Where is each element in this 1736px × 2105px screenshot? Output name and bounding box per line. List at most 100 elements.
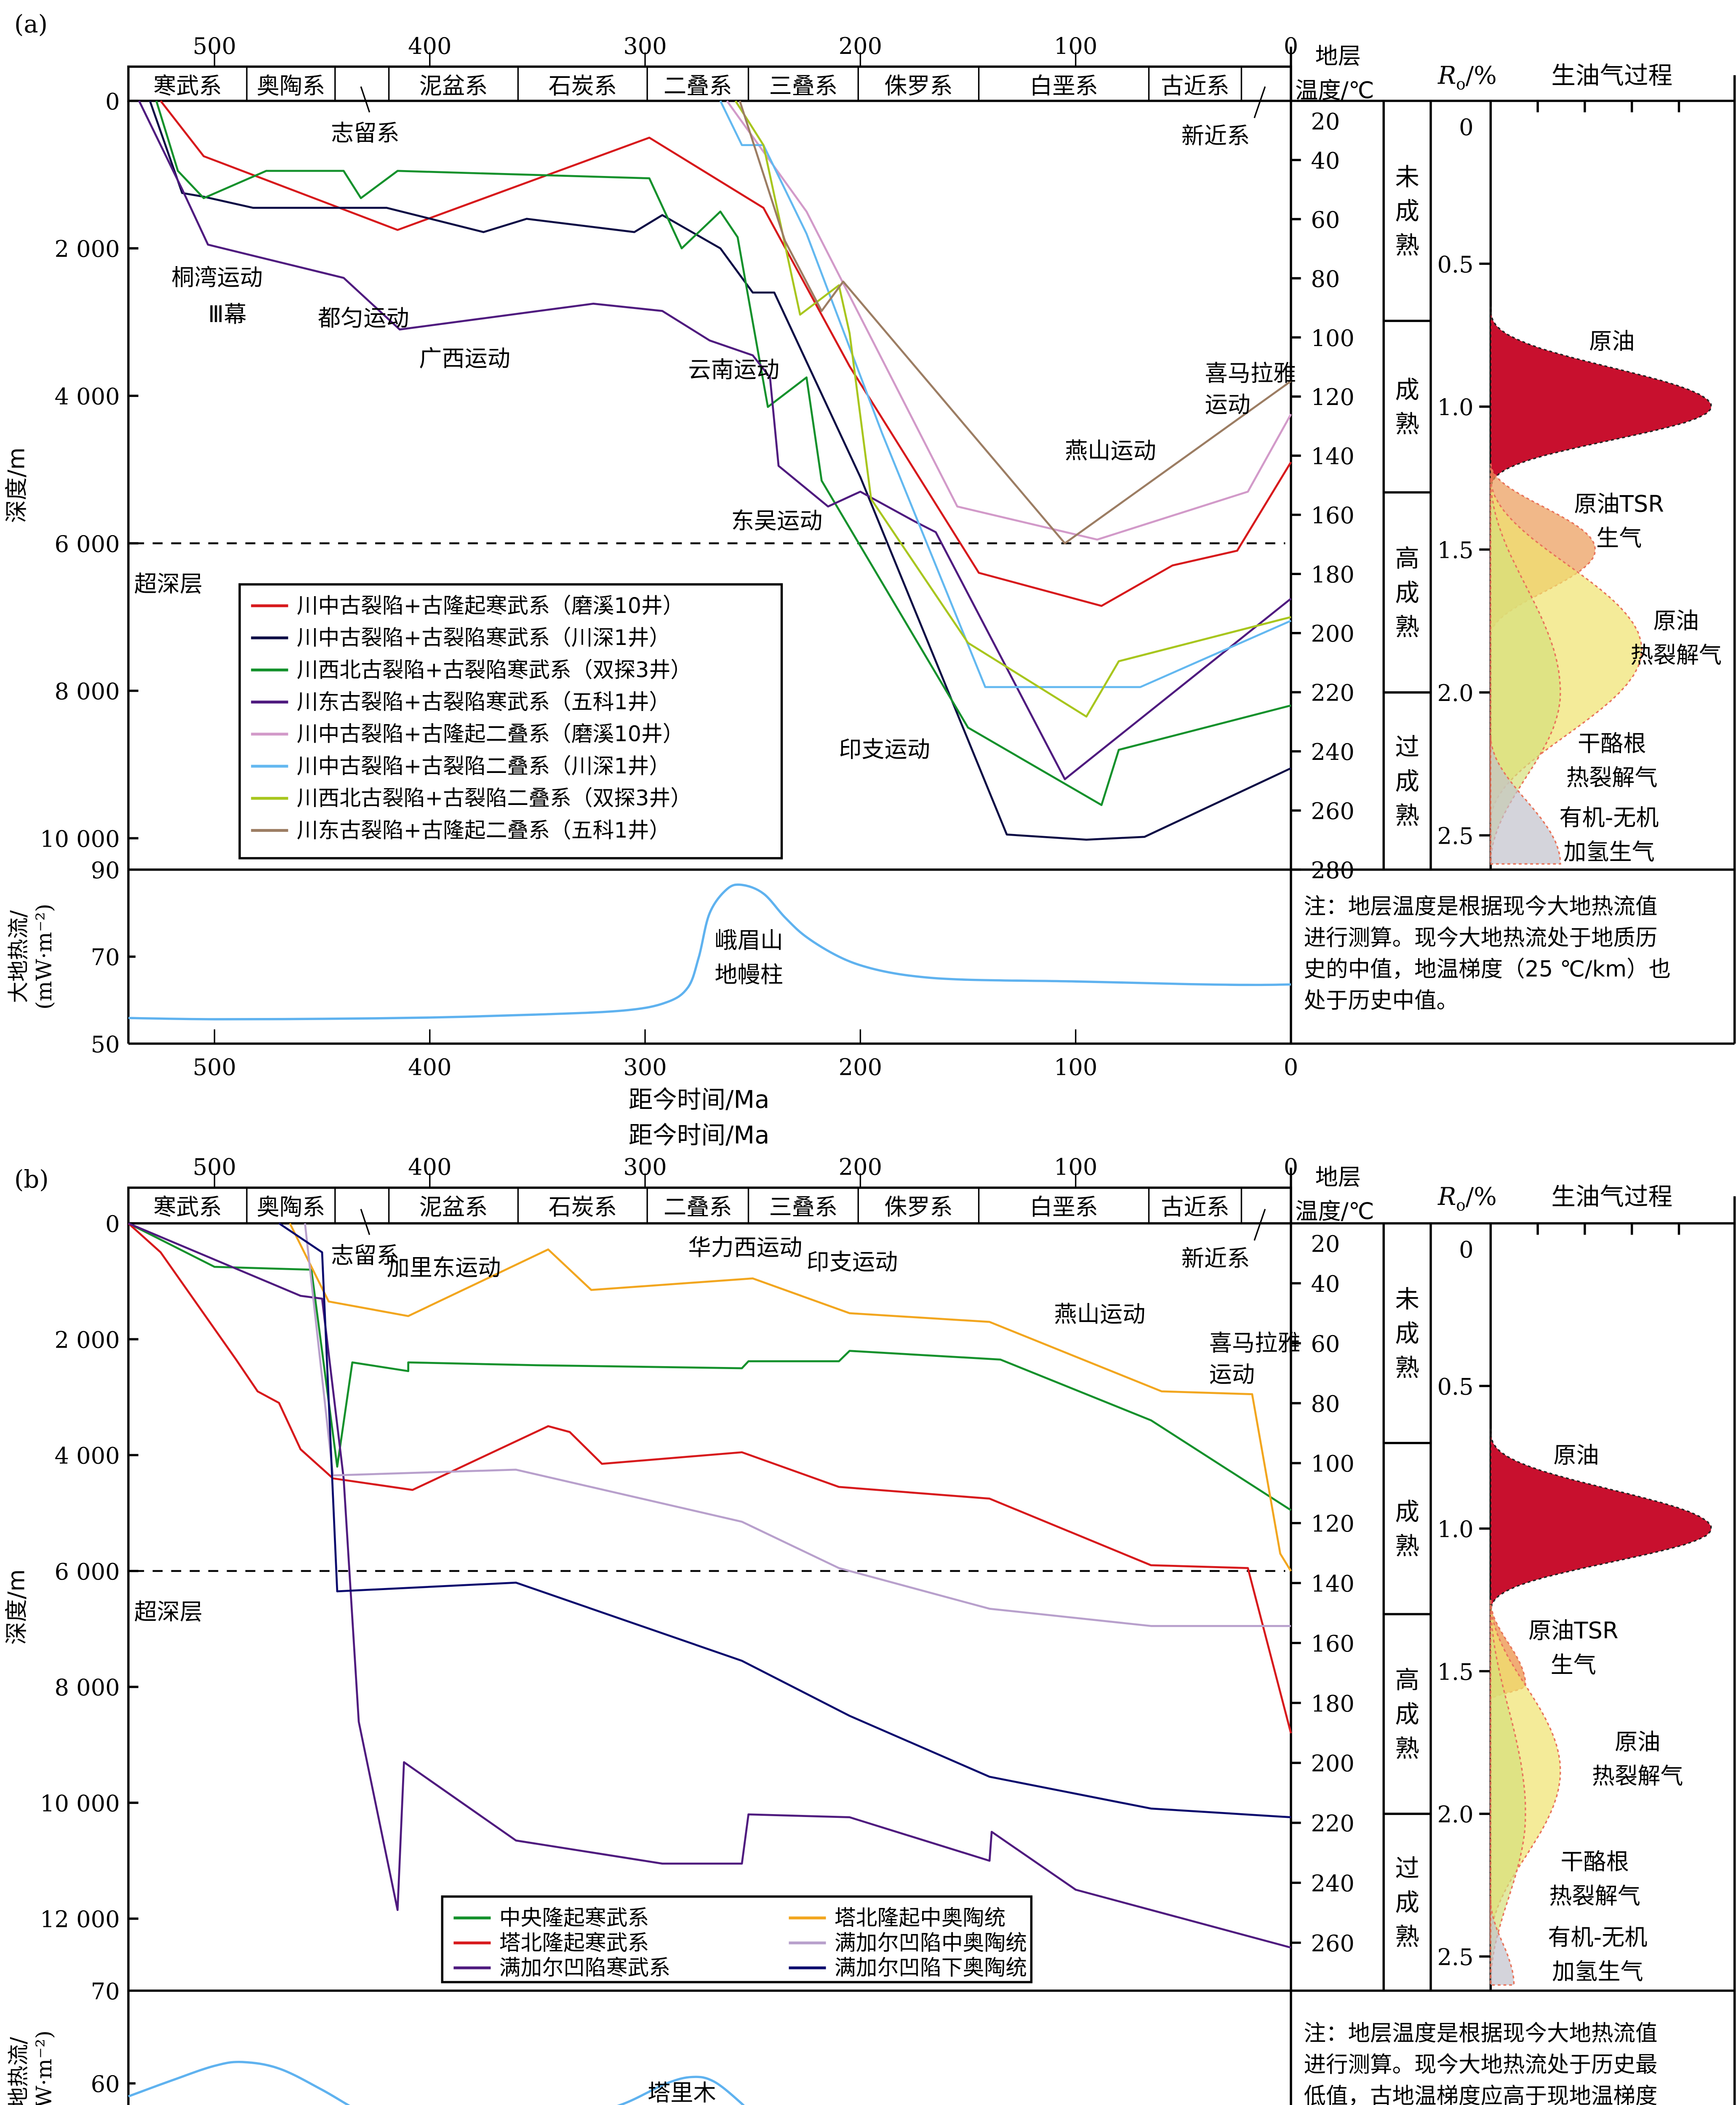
series-line-2 [128, 1223, 1292, 1734]
maturity-zone-label: 熟 [1395, 1354, 1419, 1382]
maturity-zone-label: 高 [1395, 1666, 1419, 1694]
y-tick-label: 6 000 [54, 531, 120, 557]
legend-label: 川东古裂陷+古隆起二叠系（五科1井） [297, 818, 671, 842]
time-axis-title-top: 距今时间/Ma [629, 1121, 770, 1149]
ro-tick-label: 2.5 [1437, 1944, 1473, 1970]
ro-tick-label: 0.5 [1437, 1373, 1473, 1400]
process-label-line: 热裂解气 [1630, 642, 1722, 668]
heatflow-axis-title-2: (mW·m⁻²) [32, 2030, 56, 2105]
legend-label: 塔北隆起寒武系 [499, 1930, 649, 1955]
process-shape-5 [1490, 1899, 1515, 1986]
silurian-label: 志留系 [331, 1242, 400, 1269]
maturity-zone-label: 成 [1395, 1700, 1419, 1729]
maturity-zone-label: 熟 [1395, 1532, 1419, 1560]
temp-tick-label: 40 [1311, 1271, 1340, 1298]
event-label: 加里东运动 [387, 1255, 501, 1281]
temp-axis-title-1: 地层 [1315, 43, 1361, 69]
x-tick-label-bottom: 400 [408, 1054, 451, 1080]
y-tick-label: 4 000 [54, 384, 120, 410]
heatflow-axis-title-2: (mW·m⁻²) [32, 904, 56, 1010]
process-label-line: 原油 [1589, 328, 1635, 354]
maturity-zone-label: 成 [1395, 376, 1419, 404]
time-axis-title-bottom: 距今时间/Ma [629, 1085, 770, 1114]
ro-tick-label: 1.0 [1437, 394, 1473, 421]
legend-item: 塔北隆起中奥陶统 [789, 1905, 1005, 1930]
strata-label: 白垩系 [1029, 73, 1098, 99]
note-text-line: 进行测算。现今大地热流处于历史最 [1304, 2052, 1657, 2078]
legend-item: 川东古裂陷+古裂陷寒武系（五科1井） [251, 689, 670, 714]
heatflow-tick-label: 50 [91, 1031, 120, 1058]
process-label-line: 生气 [1551, 1652, 1596, 1678]
legend-item: 川中古裂陷+古隆起寒武系（磨溪10井） [251, 593, 684, 618]
note-text-line: 注：地层温度是根据现今大地热流值 [1304, 894, 1657, 919]
event-label: 东吴运动 [731, 507, 823, 534]
strata-label: 泥盆系 [419, 73, 488, 99]
series-line-5 [726, 100, 1292, 541]
temp-tick-label: 160 [1311, 502, 1354, 529]
silurian-callout-line [360, 1209, 371, 1235]
event-label: 燕山运动 [1065, 437, 1156, 464]
y-tick-label: 12 000 [40, 1906, 120, 1933]
temp-axis-title-1: 地层 [1315, 1164, 1361, 1190]
heatflow-axis-title-1: 大地热流/ [6, 910, 31, 1003]
temp-tick-label: 240 [1311, 1870, 1354, 1897]
event-label: 都匀运动 [318, 305, 409, 331]
note-text-line: 注：地层温度是根据现今大地热流值 [1304, 2020, 1657, 2046]
event-label-line: 运动 [1205, 392, 1250, 418]
legend-label: 川中古裂陷+古隆起寒武系（磨溪10井） [297, 593, 684, 618]
legend-item: 满加尔凹陷中奥陶统 [789, 1930, 1027, 1955]
legend-item: 川中古裂陷+古隆起二叠系（磨溪10井） [251, 722, 684, 746]
strata-label: 石炭系 [548, 73, 617, 99]
event-label: 云南运动 [688, 356, 779, 383]
ro-tick-label: 2.0 [1437, 1801, 1473, 1828]
event-label: 燕山运动 [1054, 1301, 1146, 1327]
strata-label: 寒武系 [153, 73, 222, 99]
event-label-line: 桐湾运动 [171, 264, 263, 290]
process-label-line: 原油 [1653, 608, 1699, 634]
maturity-zone-label: 成 [1395, 1319, 1419, 1348]
heatflow-tick-label: 60 [91, 2071, 120, 2097]
process-label: 原油TSR 生气 [1574, 490, 1664, 551]
process-label: 原油 [1553, 1442, 1599, 1468]
ro-R: R [1437, 1183, 1456, 1211]
temp-axis-title-2: 温度/℃ [1295, 77, 1374, 104]
heatflow-tick-label: 70 [91, 944, 120, 971]
ro-axis-title: Ro/% [1437, 61, 1497, 93]
event-label: Ⅲ幕 [208, 301, 247, 328]
legend-item: 满加尔凹陷下奥陶统 [789, 1955, 1027, 1980]
process-shape-5 [1490, 735, 1561, 865]
process-label-line: 原油TSR [1574, 490, 1664, 517]
heatflow-axis-title-1: 大地热流/ [6, 2037, 31, 2105]
neogene-label: 新近系 [1181, 123, 1250, 149]
legend-label: 川中古裂陷+古隆起二叠系（磨溪10井） [297, 722, 684, 746]
y-tick-label: 10 000 [40, 826, 120, 852]
series-line-2 [149, 100, 1292, 841]
process-label-line: 加氢生气 [1563, 839, 1655, 865]
event-label-line: 云南运动 [688, 356, 779, 383]
ultra-deep-label: 超深层 [134, 1599, 203, 1625]
series-line-6 [278, 1222, 1291, 1818]
process-shape-4 [1490, 1600, 1526, 1985]
maturity-zone-label: 过 [1395, 733, 1419, 761]
strata-label: 泥盆系 [419, 1194, 488, 1220]
maturity-zone-label: 成 [1395, 197, 1419, 225]
series-line-6 [719, 100, 1291, 688]
temp-tick-label: 20 [1311, 108, 1340, 135]
process-label-line: 热裂解气 [1592, 1763, 1683, 1789]
legend-item: 塔北隆起寒武系 [453, 1930, 649, 1955]
legend-label: 满加尔凹陷中奥陶统 [835, 1930, 1027, 1955]
ro-axis-title: Ro/% [1437, 1183, 1497, 1215]
event-label-line: 喜马拉雅 [1209, 1330, 1301, 1356]
neogene-label: 新近系 [1181, 1245, 1250, 1271]
legend-label: 川中古裂陷+古裂陷二叠系（川深1井） [297, 754, 671, 778]
maturity-zone-label: 熟 [1395, 802, 1419, 830]
event-label: 桐湾运动 [171, 264, 263, 290]
maturity-zone-label: 成 [1395, 1497, 1419, 1526]
silurian-label: 志留系 [331, 120, 400, 146]
x-tick-label-bottom: 200 [839, 1054, 882, 1080]
